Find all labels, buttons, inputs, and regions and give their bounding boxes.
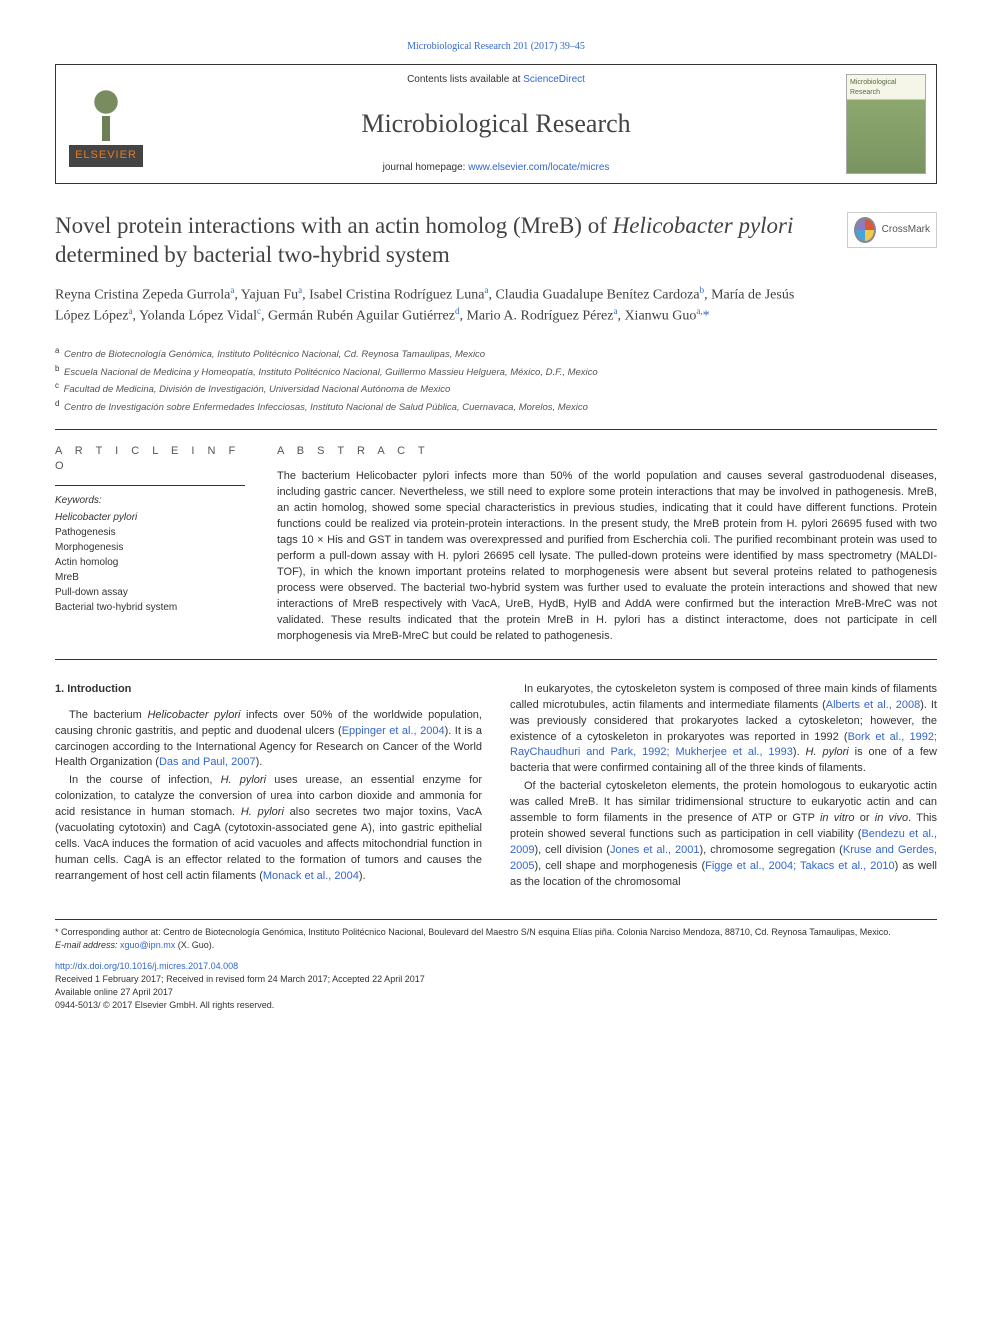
divider xyxy=(55,659,937,660)
affiliation-line: c Facultad de Medicina, División de Inve… xyxy=(55,380,937,397)
top-citation: Microbiological Research 201 (2017) 39–4… xyxy=(55,40,937,54)
publisher-logo: ELSEVIER xyxy=(56,65,156,183)
body-col-right: In eukaryotes, the cytoskeleton system i… xyxy=(510,682,937,893)
journal-cover: Microbiological Research xyxy=(836,65,936,183)
cover-thumbnail: Microbiological Research xyxy=(846,74,926,174)
affiliation-line: b Escuela Nacional de Medicina y Homeopa… xyxy=(55,363,937,380)
abstract-heading: A B S T R A C T xyxy=(277,444,937,459)
author-list: Reyna Cristina Zepeda Gurrolaa, Yajuan F… xyxy=(55,284,829,328)
journal-homepage: journal homepage: www.elsevier.com/locat… xyxy=(383,161,610,175)
keyword: Morphogenesis xyxy=(55,540,245,555)
affiliation-line: a Centro de Biotecnología Genómica, Inst… xyxy=(55,345,937,362)
affiliation-line: d Centro de Investigación sobre Enfermed… xyxy=(55,398,937,415)
crossmark-label: CrossMark xyxy=(882,223,930,237)
footnotes: * Corresponding author at: Centro de Bio… xyxy=(55,919,937,1012)
divider xyxy=(55,485,245,486)
email-line: E-mail address: xguo@ipn.mx (X. Guo). xyxy=(55,939,937,952)
doi-link[interactable]: http://dx.doi.org/10.1016/j.micres.2017.… xyxy=(55,961,238,971)
header-center: Contents lists available at ScienceDirec… xyxy=(156,65,836,183)
email-link[interactable]: xguo@ipn.mx xyxy=(120,940,175,950)
copyright-line: 0944-5013/ © 2017 Elsevier GmbH. All rig… xyxy=(55,999,937,1012)
sciencedirect-link[interactable]: ScienceDirect xyxy=(523,74,585,85)
article-info-col: A R T I C L E I N F O Keywords: Helicoba… xyxy=(55,444,245,645)
keywords-label: Keywords: xyxy=(55,494,245,508)
journal-name: Microbiological Research xyxy=(361,106,630,142)
journal-header: ELSEVIER Contents lists available at Sci… xyxy=(55,64,937,184)
body-paragraph: The bacterium Helicobacter pylori infect… xyxy=(55,708,482,772)
body-paragraph: In the course of infection, H. pylori us… xyxy=(55,773,482,885)
abstract-col: A B S T R A C T The bacterium Helicobact… xyxy=(277,444,937,645)
corresponding-note: * Corresponding author at: Centro de Bio… xyxy=(55,926,937,939)
divider xyxy=(55,429,937,430)
article-info-heading: A R T I C L E I N F O xyxy=(55,444,245,475)
body-columns: 1. Introduction The bacterium Helicobact… xyxy=(55,682,937,893)
online-date: Available online 27 April 2017 xyxy=(55,986,937,999)
article-title: Novel protein interactions with an actin… xyxy=(55,212,829,270)
contents-available: Contents lists available at ScienceDirec… xyxy=(407,73,585,87)
body-paragraph: In eukaryotes, the cytoskeleton system i… xyxy=(510,682,937,778)
crossmark-icon xyxy=(854,217,876,243)
abstract-row: A R T I C L E I N F O Keywords: Helicoba… xyxy=(55,444,937,645)
received-dates: Received 1 February 2017; Received in re… xyxy=(55,973,937,986)
affiliations: a Centro de Biotecnología Genómica, Inst… xyxy=(55,345,937,415)
body-paragraph: Of the bacterial cytoskeleton elements, … xyxy=(510,779,937,891)
crossmark-badge[interactable]: CrossMark xyxy=(847,212,937,248)
elsevier-wordmark: ELSEVIER xyxy=(69,145,143,166)
keywords-list: Helicobacter pyloriPathogenesisMorphogen… xyxy=(55,510,245,615)
elsevier-tree-icon xyxy=(76,81,136,141)
top-citation-link[interactable]: Microbiological Research 201 (2017) 39–4… xyxy=(407,41,585,52)
keyword: Bacterial two-hybrid system xyxy=(55,600,245,615)
article-header-row: Novel protein interactions with an actin… xyxy=(55,212,937,327)
keyword: MreB xyxy=(55,570,245,585)
keyword: Pathogenesis xyxy=(55,525,245,540)
body-col-left: 1. Introduction The bacterium Helicobact… xyxy=(55,682,482,893)
keyword: Actin homolog xyxy=(55,555,245,570)
homepage-link[interactable]: www.elsevier.com/locate/micres xyxy=(468,162,609,173)
keyword: Helicobacter pylori xyxy=(55,510,245,525)
abstract-text: The bacterium Helicobacter pylori infect… xyxy=(277,469,937,644)
intro-heading: 1. Introduction xyxy=(55,682,482,698)
keyword: Pull-down assay xyxy=(55,585,245,600)
